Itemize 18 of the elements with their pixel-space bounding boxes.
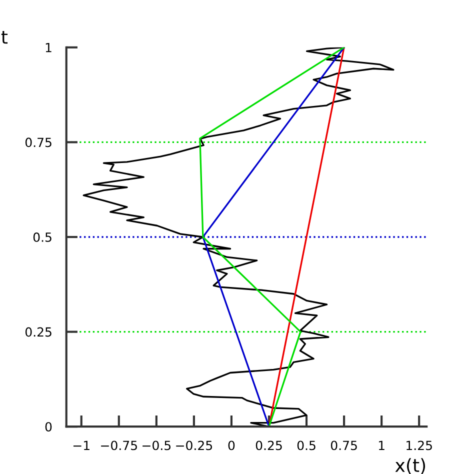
y-tick-label: 0.5 [33,232,52,242]
y-tick-label: 0.25 [25,327,52,337]
x-tick-label: 0.75 [330,440,357,450]
line-series [82,47,394,427]
y-axis-title: t [1,30,8,44]
x-tick-label: 0.5 [297,440,316,450]
x-tick-label: 1.25 [406,440,432,450]
x-tick-label: −0.5 [142,440,171,450]
x-tick-label: 1 [378,440,384,450]
y-tick-label: 0 [45,422,52,432]
x-tick-label: −0.75 [101,440,137,450]
x-tick-label: 0.25 [256,440,282,450]
y-tick-label: 0.75 [25,138,52,148]
x-axis-title: x(t) [395,458,426,474]
x-tick-label: −1 [73,440,90,450]
x-tick-label: −0.25 [176,440,212,450]
x-tick-label: 0 [228,440,235,450]
y-tick-label: 1 [46,43,52,52]
